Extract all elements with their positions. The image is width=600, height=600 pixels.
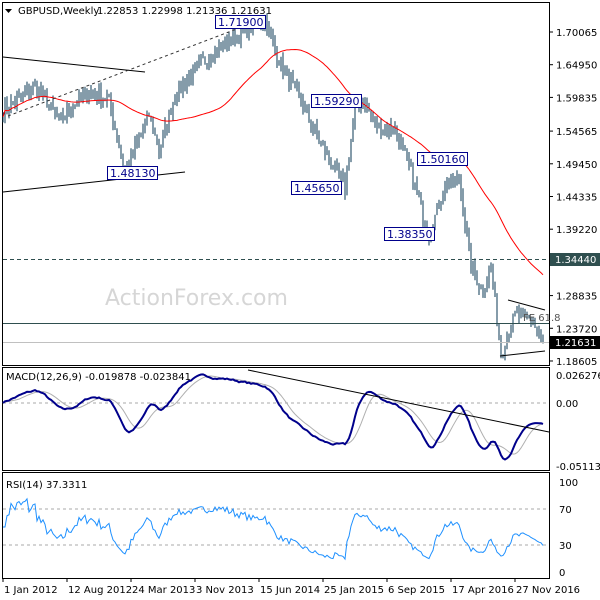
price-tick-label: 1.18605 bbox=[556, 357, 597, 368]
svg-text:1.21631: 1.21631 bbox=[555, 338, 596, 349]
svg-text:1.48130: 1.48130 bbox=[110, 167, 156, 180]
price-tick-label: 1.54565 bbox=[556, 127, 597, 138]
price-tick-label: 1.44335 bbox=[556, 192, 597, 203]
rsi-tick-label: 70 bbox=[559, 505, 572, 516]
current-price-tag: 1.21631 bbox=[550, 336, 600, 349]
macd-trendline[interactable] bbox=[247, 369, 550, 433]
macd-tick-label: -0.051137 bbox=[556, 462, 600, 473]
ohlc-readout: 1.22853 1.22998 1.21336 1.21631 bbox=[97, 6, 272, 17]
rsi-tick-label: 30 bbox=[559, 541, 572, 552]
price-tick-label: 1.39220 bbox=[556, 225, 597, 236]
date-tick-label: 25 Jan 2015 bbox=[324, 585, 384, 596]
price-tick-label: 1.23720 bbox=[556, 324, 597, 335]
macd-tick-label: 0.00 bbox=[556, 399, 578, 410]
svg-text:1.71900: 1.71900 bbox=[218, 16, 264, 29]
triangle-lower-line[interactable] bbox=[499, 350, 546, 357]
date-tick-label: 17 Apr 2016 bbox=[452, 585, 514, 596]
rsi-tick-label: 100 bbox=[559, 478, 578, 489]
date-tick-label: 24 Mar 2013 bbox=[132, 585, 195, 596]
svg-text:1.38350: 1.38350 bbox=[387, 228, 433, 241]
price-tick-label: 1.64950 bbox=[556, 61, 597, 72]
upper-trendline[interactable] bbox=[2, 56, 146, 73]
date-tick-label: 27 Nov 2016 bbox=[516, 585, 580, 596]
svg-text:1.59290: 1.59290 bbox=[314, 95, 360, 108]
date-tick-label: 3 Nov 2013 bbox=[196, 585, 254, 596]
watermark: ActionForex.com bbox=[105, 286, 288, 311]
dotted-channel-line[interactable] bbox=[7, 21, 256, 117]
price-panel bbox=[2, 2, 550, 366]
swing-label-138350: 1.38350 bbox=[384, 227, 435, 241]
level-tag-13444: 1.34440 bbox=[550, 253, 600, 266]
rsi-layer bbox=[3, 497, 549, 561]
macd-title: MACD(12,26,9) -0.019878 -0.023841 bbox=[6, 372, 191, 383]
price-tick-label: 1.70065 bbox=[556, 28, 597, 39]
date-tick-label: 6 Sep 2015 bbox=[388, 585, 445, 596]
triangle-upper-line[interactable] bbox=[507, 299, 546, 311]
swing-label-148130: 1.48130 bbox=[107, 166, 158, 180]
dropdown-triangle-icon[interactable] bbox=[5, 9, 12, 13]
date-tick-label: 1 Jan 2012 bbox=[4, 585, 58, 596]
price-tick-label: 1.59835 bbox=[556, 93, 597, 104]
svg-text:1.45650: 1.45650 bbox=[294, 182, 340, 195]
fe-618-label: FE 61.8 bbox=[523, 313, 561, 324]
swing-label-150160: 1.50160 bbox=[417, 152, 468, 166]
swing-label-159290: 1.59290 bbox=[311, 94, 362, 108]
price-tick-label: 1.28835 bbox=[556, 292, 597, 303]
macd-line bbox=[2, 373, 544, 461]
macd-tick-label: 0.026276 bbox=[556, 371, 600, 382]
svg-text:1.34440: 1.34440 bbox=[555, 255, 596, 266]
rsi-tick-label: 0 bbox=[559, 568, 565, 579]
svg-text:1.50160: 1.50160 bbox=[420, 153, 466, 166]
macd-layer bbox=[2, 373, 549, 461]
swing-label-171900: 1.71900 bbox=[215, 15, 266, 29]
rsi-line bbox=[3, 497, 544, 561]
swing-label-145650: 1.45650 bbox=[291, 181, 342, 195]
macd-panel bbox=[2, 367, 550, 471]
symbol-label: GBPUSD,Weekly bbox=[18, 6, 99, 17]
date-tick-label: 12 Aug 2012 bbox=[68, 585, 132, 596]
axis-layer: 1.70065 1.64950 1.59835 1.54565 1.49450 1.443… bbox=[2, 28, 600, 596]
date-tick-label: 15 Jun 2014 bbox=[260, 585, 320, 596]
macd-signal-line bbox=[2, 375, 544, 455]
price-tick-label: 1.49450 bbox=[556, 160, 597, 171]
rsi-panel bbox=[2, 472, 550, 579]
rsi-title: RSI(14) 37.3311 bbox=[6, 480, 87, 491]
